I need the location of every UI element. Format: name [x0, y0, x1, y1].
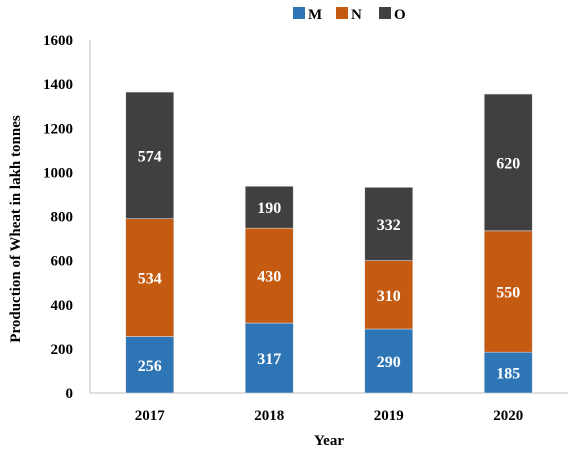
legend-swatch-M	[293, 7, 305, 19]
bar-segment-M	[244, 322, 294, 394]
data-label: 550	[496, 285, 520, 302]
x-tick-label: 2020	[493, 408, 523, 424]
data-label: 310	[377, 288, 401, 305]
bar-segment-O	[483, 93, 533, 232]
legend-swatch-N	[336, 7, 348, 19]
data-label: 620	[496, 155, 520, 172]
bar-segment-M	[364, 328, 414, 394]
bar-segment-O	[244, 185, 294, 229]
y-tick-label: 1200	[43, 121, 73, 137]
data-label: 534	[138, 271, 162, 288]
data-label: 317	[257, 351, 281, 368]
data-label: 332	[377, 217, 401, 234]
y-axis-label: Production of Wheat in lakh tonnes	[8, 115, 24, 343]
bar-segment-M	[125, 336, 175, 394]
y-tick-label: 800	[51, 210, 74, 226]
y-tick-label: 0	[66, 386, 74, 402]
bar-segment-O	[125, 91, 175, 220]
x-axis-label: Year	[314, 433, 344, 449]
x-tick-label: 2017	[135, 408, 166, 424]
x-tick-label: 2018	[254, 408, 284, 424]
y-tick-label: 200	[51, 342, 74, 358]
data-label: 290	[377, 354, 401, 371]
legend-label-M: M	[308, 7, 322, 23]
legend-swatch-O	[379, 7, 391, 19]
bars: 256 534 574 317 430 190 290 310 332 185 550 620	[125, 91, 533, 394]
x-axis-ticks: 2017 2018 2019 2020	[135, 408, 524, 424]
data-label: 430	[257, 269, 281, 286]
y-tick-label: 1400	[43, 77, 73, 93]
bar-segment-O	[364, 187, 414, 261]
bar-segment-N	[364, 260, 414, 330]
y-tick-label: 600	[51, 254, 74, 270]
y-axis-ticks: 0 200 400 600 800 1000 1200 1400 1600	[43, 33, 73, 402]
legend-label-N: N	[351, 7, 362, 23]
x-tick-label: 2019	[374, 408, 404, 424]
data-label: 256	[138, 358, 162, 375]
data-label: 574	[138, 148, 162, 165]
bar-segment-N	[244, 227, 294, 324]
bar-segment-N	[483, 230, 533, 353]
legend-label-O: O	[394, 7, 406, 23]
y-tick-label: 400	[51, 298, 74, 314]
data-label: 190	[257, 200, 281, 217]
y-tick-label: 1000	[43, 165, 73, 181]
y-tick-label: 1600	[43, 33, 73, 49]
data-label: 185	[496, 366, 520, 383]
legend: M N O	[293, 7, 406, 23]
